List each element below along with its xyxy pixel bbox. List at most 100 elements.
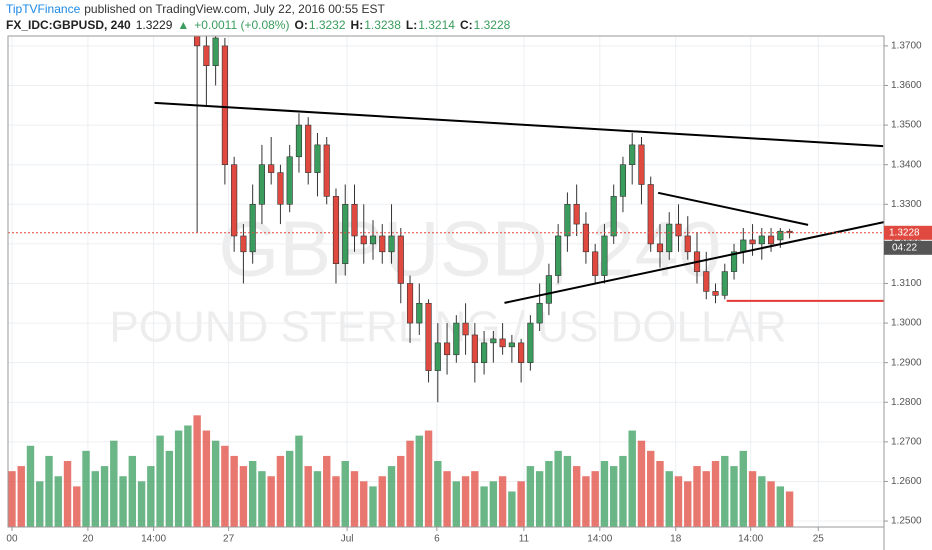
candle-body xyxy=(268,164,275,173)
y-tick-label: 1.2900 xyxy=(891,357,922,368)
candle-body xyxy=(305,124,312,173)
candle-body xyxy=(703,271,710,292)
volume-bar xyxy=(674,476,683,527)
candle-body xyxy=(231,164,238,237)
volume-bar xyxy=(350,471,359,527)
volume-bar xyxy=(230,455,238,527)
volume-bar xyxy=(572,466,581,527)
volume-bar xyxy=(535,471,544,527)
volume-bar xyxy=(702,471,710,527)
candle-body xyxy=(555,235,562,276)
candle-body xyxy=(258,164,265,205)
x-tick-label: 14:00 xyxy=(738,534,763,545)
candle-body xyxy=(462,322,469,336)
candle-body xyxy=(573,203,580,225)
candle-body xyxy=(499,338,506,348)
candle-body xyxy=(314,144,321,173)
volume-bar xyxy=(424,430,433,527)
x-tick-label: 14:00 xyxy=(587,534,612,545)
volume-bar xyxy=(119,476,127,527)
candle-body xyxy=(545,275,552,304)
candle-body xyxy=(684,235,691,253)
trendline xyxy=(657,191,809,226)
candle-body xyxy=(397,235,404,284)
trendline xyxy=(504,221,884,304)
candle-body xyxy=(666,223,673,253)
volume-bar xyxy=(721,455,729,527)
candle-body xyxy=(730,251,738,272)
volume-bar xyxy=(332,476,340,527)
volume-bar xyxy=(36,481,44,527)
candle-body xyxy=(240,235,247,253)
candle-body xyxy=(721,271,728,296)
volume-bar xyxy=(165,450,174,527)
y-tick-label: 1.3500 xyxy=(891,120,922,131)
candle-body xyxy=(453,322,460,356)
volume-bar xyxy=(480,486,488,527)
volume-bar xyxy=(600,461,609,527)
volume-bar xyxy=(452,481,461,527)
volume-bar xyxy=(748,471,757,527)
volume-bar xyxy=(360,481,368,527)
volume-bar xyxy=(434,461,442,527)
last-price-box xyxy=(884,225,932,240)
volume-bar xyxy=(54,476,62,527)
candle-body xyxy=(212,37,219,66)
volume-bar xyxy=(665,471,673,527)
candle-body xyxy=(740,239,747,253)
volume-bar xyxy=(174,430,183,527)
volume-bar xyxy=(211,440,220,527)
volume-bar xyxy=(128,455,137,527)
volume-bar xyxy=(378,476,386,527)
volume-bar xyxy=(295,435,303,527)
candle-body xyxy=(471,334,478,363)
candle-body xyxy=(601,235,608,276)
volume-bar xyxy=(258,471,266,527)
volume-bar xyxy=(91,471,99,527)
legend-ohlc-label: O: xyxy=(294,18,307,32)
volume-bar xyxy=(26,445,35,527)
volume-bar xyxy=(739,450,747,527)
candle-body xyxy=(656,243,664,253)
legend-ohlc-label: C: xyxy=(460,18,473,32)
candle-body xyxy=(388,235,395,253)
candle-body xyxy=(221,45,228,165)
volume-bar xyxy=(489,481,498,527)
volume-bar xyxy=(397,455,405,527)
candle-body xyxy=(194,36,201,47)
author[interactable]: TipTVFinance xyxy=(6,2,81,16)
candle-body xyxy=(592,251,599,276)
volume-bar xyxy=(323,455,331,527)
legend-symbol: FX_IDC:GBPUSD, 240 xyxy=(6,18,131,32)
y-tick-label: 1.3100 xyxy=(891,278,922,289)
volume-bar xyxy=(184,425,192,527)
legend-change: +0.0011 (+0.08%) xyxy=(194,18,289,32)
candle-body xyxy=(323,144,330,197)
candle-body xyxy=(360,235,367,245)
volume-bar xyxy=(517,481,525,527)
candle-body xyxy=(638,144,645,185)
candle-body xyxy=(425,302,432,371)
candle-body xyxy=(749,239,756,245)
volume-bar xyxy=(369,486,377,527)
axes: 1.2500 1.2600 1.2700 1.2800 1.2900 1.3000 1.31… xyxy=(6,41,932,545)
candle-body xyxy=(342,203,349,264)
legend-ohlc-label: L: xyxy=(406,18,417,32)
volume-bar xyxy=(387,466,396,527)
candle-body xyxy=(249,203,256,253)
volume-bar xyxy=(63,461,72,527)
volume-bar xyxy=(591,471,599,527)
candle-body xyxy=(286,156,293,205)
candle-body xyxy=(443,342,451,356)
candle-body xyxy=(369,235,377,245)
x-tick-label: 25 xyxy=(813,534,825,545)
volume-bar xyxy=(471,471,479,527)
volume-bar xyxy=(100,466,109,527)
grid xyxy=(8,36,884,527)
volume-bar xyxy=(730,466,738,527)
volume-bar xyxy=(285,450,294,527)
trendline xyxy=(154,101,884,148)
candle-body xyxy=(767,235,775,245)
